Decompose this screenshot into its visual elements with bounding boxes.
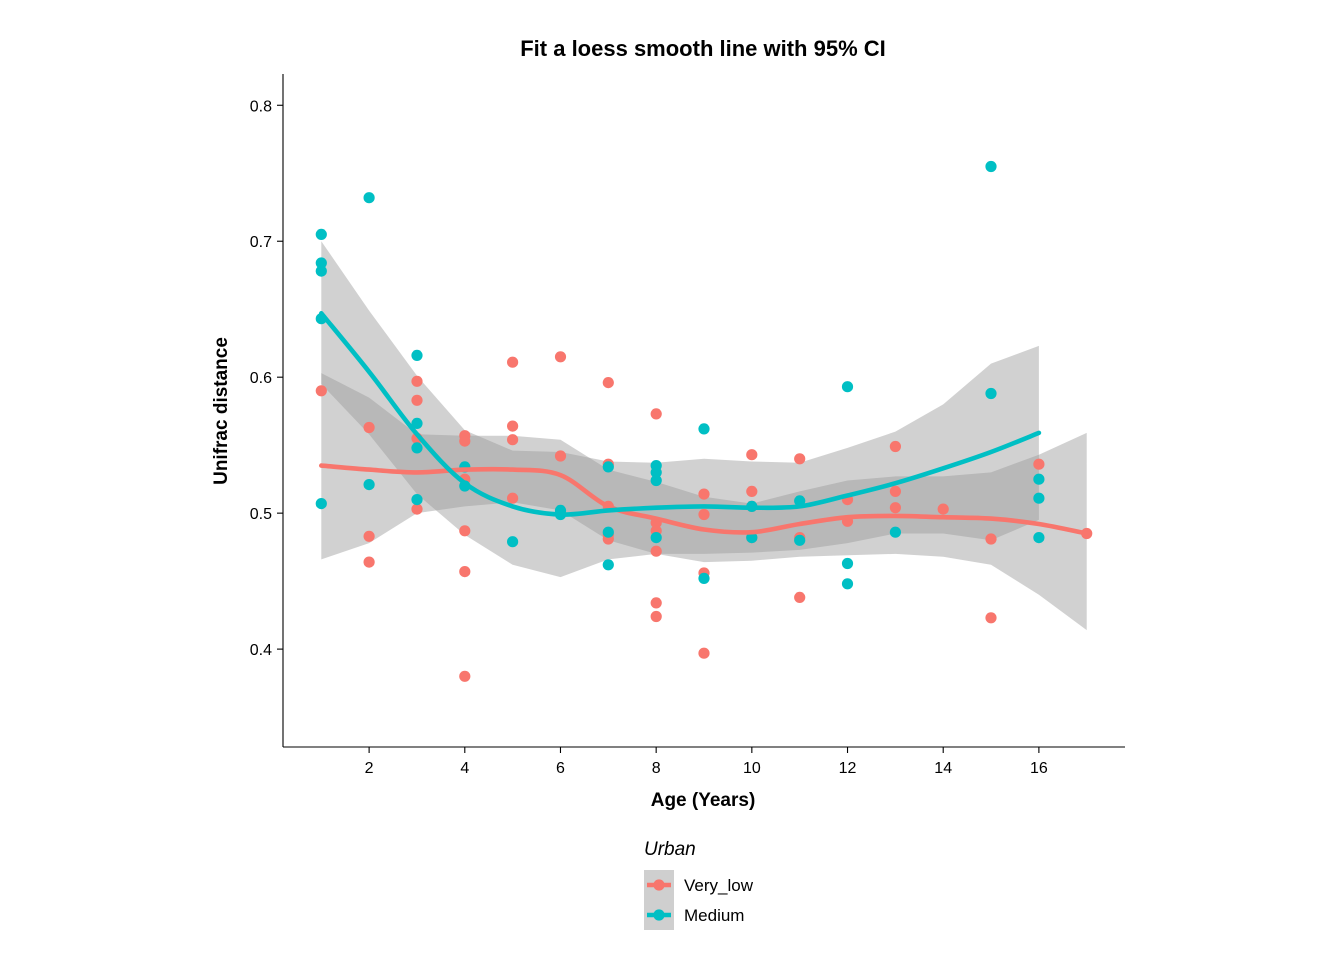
point-very-low: [506, 492, 519, 504]
x-axis-title: Age (Years): [651, 790, 756, 811]
point-medium: [794, 534, 806, 546]
legend-label-medium: Medium: [684, 906, 744, 925]
point-medium: [315, 265, 327, 277]
legend-title: Urban: [644, 839, 696, 860]
point-very-low: [698, 647, 710, 659]
point-medium: [1033, 532, 1045, 544]
point-very-low: [459, 435, 471, 447]
x-tick-label: 16: [1030, 760, 1048, 777]
point-very-low: [650, 408, 662, 420]
point-medium: [841, 557, 854, 570]
x-tick-label: 6: [556, 760, 565, 777]
y-axis-title: Unifrac distance: [211, 337, 232, 485]
y-tick-label: 0.4: [250, 642, 272, 659]
point-medium: [889, 526, 902, 538]
point-very-low: [411, 503, 423, 515]
point-very-low: [889, 502, 902, 514]
point-medium: [315, 498, 327, 510]
point-very-low: [1033, 458, 1045, 470]
y-tick-label: 0.8: [250, 98, 272, 115]
point-medium: [411, 442, 423, 454]
smooth-line-medium: [319, 311, 1042, 517]
point-very-low: [746, 485, 758, 497]
y-axis-ticks: 0.4 0.5 0.6 0.7 0.8: [250, 98, 283, 659]
legend-point-very-low: [653, 879, 665, 891]
y-tick-label: 0.7: [250, 234, 272, 251]
point-very-low: [794, 591, 806, 604]
point-medium: [985, 160, 997, 173]
point-medium: [650, 474, 662, 487]
point-very-low: [650, 545, 662, 557]
point-very-low: [363, 556, 375, 568]
point-very-low: [554, 351, 567, 363]
point-medium: [1033, 473, 1045, 485]
point-medium: [411, 417, 423, 429]
point-very-low: [315, 385, 327, 397]
point-medium: [841, 381, 854, 393]
point-very-low: [985, 533, 997, 545]
point-very-low: [459, 525, 471, 537]
x-tick-label: 4: [460, 760, 469, 777]
point-medium: [698, 572, 710, 585]
point-medium: [602, 559, 614, 571]
point-very-low: [698, 488, 710, 500]
point-medium: [363, 479, 375, 491]
point-medium: [650, 532, 662, 544]
point-very-low: [889, 485, 902, 497]
point-very-low: [363, 421, 375, 434]
x-tick-label: 10: [743, 760, 761, 777]
legend: Urban Very_low Medium: [644, 839, 754, 930]
point-very-low: [650, 610, 662, 623]
point-very-low: [602, 377, 614, 389]
x-tick-label: 12: [839, 760, 857, 777]
point-very-low: [794, 453, 806, 465]
chart-title: Fit a loess smooth line with 95% CI: [520, 36, 886, 61]
point-medium: [602, 461, 614, 473]
y-tick-label: 0.5: [250, 506, 272, 523]
point-medium: [506, 536, 519, 548]
point-medium: [985, 387, 997, 400]
point-very-low: [411, 375, 423, 387]
point-medium: [602, 526, 614, 538]
x-tick-label: 8: [652, 760, 661, 777]
x-tick-label: 14: [934, 760, 952, 777]
x-tick-label: 2: [365, 760, 374, 777]
point-very-low: [698, 508, 710, 521]
data-points: [315, 160, 1093, 682]
point-medium: [363, 192, 375, 204]
point-very-low: [554, 450, 567, 462]
point-medium: [1033, 492, 1045, 504]
point-very-low: [506, 434, 519, 446]
legend-label-very-low: Very_low: [684, 876, 754, 895]
point-very-low: [411, 394, 423, 406]
legend-point-medium: [653, 909, 665, 921]
y-tick-label: 0.6: [250, 370, 272, 387]
point-very-low: [363, 530, 375, 542]
point-medium: [746, 532, 758, 544]
point-medium: [315, 228, 327, 240]
point-very-low: [746, 449, 758, 461]
x-axis-ticks: 2 4 6 8 10 12 14 16: [365, 747, 1048, 777]
point-medium: [411, 494, 423, 506]
point-very-low: [889, 440, 902, 453]
point-medium: [411, 349, 423, 361]
point-medium: [315, 257, 327, 269]
point-very-low: [650, 597, 662, 609]
point-medium: [841, 578, 854, 590]
point-very-low: [459, 566, 471, 578]
point-medium: [698, 423, 710, 435]
plot-area: [315, 160, 1093, 682]
point-very-low: [985, 612, 997, 624]
smooth-lines: [319, 311, 1089, 536]
point-very-low: [506, 356, 519, 368]
point-very-low: [506, 420, 519, 432]
point-medium: [650, 466, 662, 478]
point-very-low: [937, 503, 949, 515]
legend-entries: Very_low Medium: [644, 870, 754, 930]
point-very-low: [459, 670, 471, 682]
